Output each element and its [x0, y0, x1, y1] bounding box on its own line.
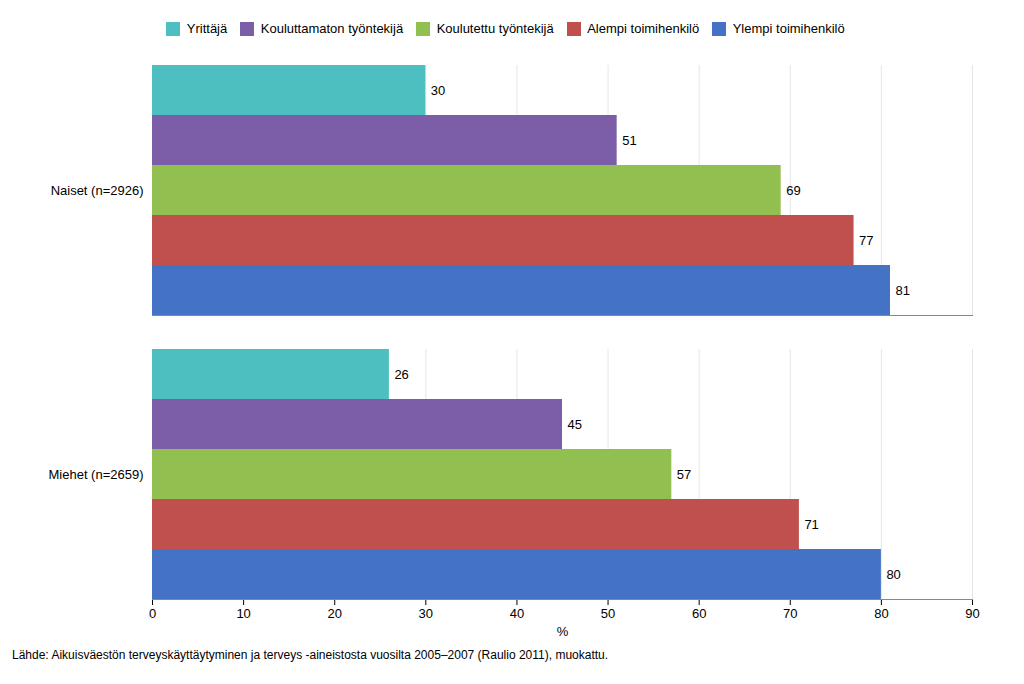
svg-text:81: 81: [896, 282, 910, 297]
svg-text:90: 90: [965, 605, 979, 620]
svg-text:50: 50: [601, 605, 615, 620]
html-text:Alempi toimihenkilö: Alempi toimihenkilö: [587, 21, 700, 36]
svg-text:80: 80: [874, 605, 888, 620]
svg-text:30: 30: [431, 82, 445, 97]
svg-text:70: 70: [783, 605, 797, 620]
svg-text:60: 60: [692, 605, 706, 620]
html-text:Lähde: Aikuisväestön terveyskä: Lähde: Aikuisväestön terveyskäyttäytymin…: [12, 647, 609, 662]
html-text:Kouluttamaton työntekijä: Kouluttamaton työntekijä: [260, 21, 404, 36]
svg-text:Miehet (n=2659): Miehet (n=2659): [48, 466, 143, 481]
svg-text:%: %: [557, 623, 569, 638]
svg-text:45: 45: [568, 416, 582, 431]
svg-text:10: 10: [236, 605, 250, 620]
svg-text:77: 77: [859, 232, 873, 247]
svg-text:26: 26: [394, 366, 408, 381]
svg-text:20: 20: [327, 605, 341, 620]
svg-text:40: 40: [510, 605, 524, 620]
svg-text:30: 30: [419, 605, 433, 620]
svg-text:Naiset (n=2926): Naiset (n=2926): [51, 182, 144, 197]
html-text:Yrittäjä: Yrittäjä: [186, 21, 228, 36]
html-text:Koulutettu työntekijä: Koulutettu työntekijä: [436, 21, 554, 36]
svg-text:51: 51: [622, 132, 636, 147]
html-text:Ylempi toimihenkilö: Ylempi toimihenkilö: [732, 21, 845, 36]
svg-text:57: 57: [677, 466, 691, 481]
svg-text:0: 0: [149, 605, 156, 620]
svg-text:69: 69: [786, 182, 800, 197]
svg-text:71: 71: [804, 516, 818, 531]
svg-text:80: 80: [886, 566, 900, 581]
